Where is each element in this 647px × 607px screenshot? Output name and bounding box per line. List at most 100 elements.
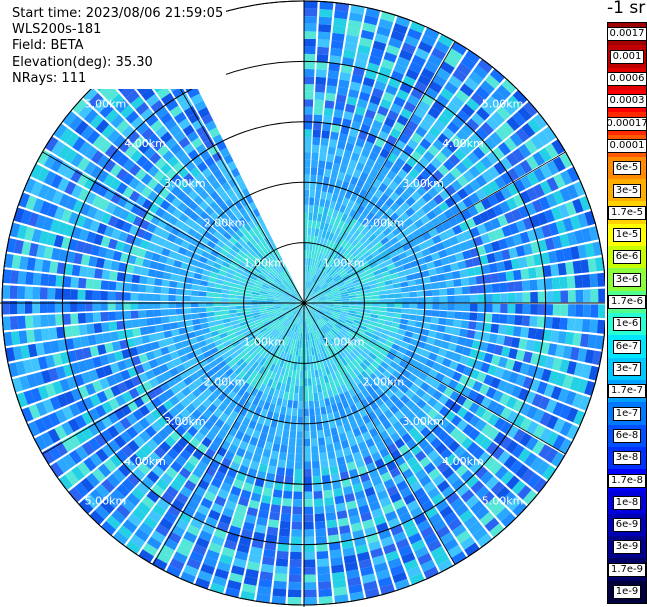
range-gate-cell <box>405 196 416 207</box>
range-gate-cell <box>371 237 380 246</box>
range-gate-cell <box>315 338 320 347</box>
range-gate-cell <box>384 379 394 389</box>
range-gate-cell <box>322 482 332 491</box>
range-gate-cell <box>258 338 267 346</box>
range-gate-cell <box>331 571 346 581</box>
range-gate-cell <box>206 286 215 293</box>
range-gate-cell <box>369 261 378 269</box>
range-gate-cell <box>303 468 312 477</box>
range-gate-cell <box>171 266 181 275</box>
range-gate-cell <box>315 312 323 318</box>
range-gate-cell <box>134 528 150 542</box>
range-gate-cell <box>303 589 317 598</box>
range-gate-cell <box>439 532 455 545</box>
range-gate-cell <box>349 370 357 379</box>
range-gate-cell <box>392 571 408 584</box>
ray <box>304 1 318 303</box>
range-gate-cell <box>299 325 302 333</box>
range-gate-cell <box>345 373 353 382</box>
ray <box>304 210 596 303</box>
range-gate-cell <box>238 423 248 434</box>
range-gate-cell <box>565 331 575 345</box>
range-gate-cell <box>506 314 516 325</box>
range-gate-cell <box>87 334 97 346</box>
range-gate-cell <box>145 293 154 301</box>
range-gate-cell <box>295 446 303 454</box>
range-gate-cell <box>395 207 405 217</box>
range-gate-cell <box>389 492 402 504</box>
range-gate-cell <box>316 61 328 71</box>
range-gate-cell <box>120 369 131 381</box>
range-gate-cell <box>39 287 48 300</box>
range-gate-cell <box>338 368 345 377</box>
range-gate-cell <box>341 478 352 488</box>
range-gate-cell <box>241 327 250 334</box>
range-gate-cell <box>493 251 504 262</box>
colorbar-segment: 1.7e-8 <box>608 469 646 492</box>
range-gate-cell <box>244 450 254 461</box>
range-gate-cell <box>439 288 448 296</box>
range-gate-cell <box>296 317 300 325</box>
range-gate-cell <box>281 398 288 408</box>
range-gate-cell <box>394 399 405 410</box>
colorbar-tick-label: 1.7e-6 <box>608 295 646 310</box>
range-gate-cell <box>440 61 455 75</box>
range-gate-cell <box>278 452 287 461</box>
range-gate-cell <box>331 32 345 42</box>
range-gate-cell <box>304 46 316 55</box>
range-gate-cell <box>476 223 487 235</box>
range-gate-cell <box>373 253 383 262</box>
range-gate-cell <box>338 79 350 89</box>
range-gate-cell <box>425 87 439 100</box>
range-gate-cell <box>341 375 349 384</box>
range-gate-cell <box>530 291 538 303</box>
range-gate-cell <box>382 503 395 515</box>
range-gate-cell <box>252 453 262 463</box>
range-gate-cell <box>216 343 225 351</box>
range-gate-cell <box>390 432 401 443</box>
range-gate-cell <box>339 329 347 337</box>
range-gate-cell <box>402 126 415 138</box>
range-gate-cell <box>394 185 405 196</box>
range-gate-cell <box>371 291 380 296</box>
range-gate-cell <box>295 453 303 462</box>
range-gate-cell <box>207 403 218 414</box>
range-gate-cell <box>313 235 318 244</box>
range-gate-cell <box>287 313 294 319</box>
range-gate-cell <box>163 511 178 524</box>
range-gate-cell <box>319 261 325 270</box>
range-gate-cell <box>594 335 605 350</box>
range-gate-cell <box>350 176 359 186</box>
range-gate-cell <box>233 355 242 363</box>
range-gate-cell <box>311 303 320 305</box>
range-gate-cell <box>362 519 375 530</box>
range-gate-cell <box>385 197 395 208</box>
range-gate-cell <box>530 304 538 315</box>
range-gate-cell <box>327 146 336 156</box>
range-gate-cell <box>386 170 397 181</box>
range-gate-cell <box>258 325 266 332</box>
range-gate-cell <box>399 237 409 246</box>
range-gate-cell <box>506 410 519 424</box>
range-gate-cell <box>376 257 385 265</box>
range-gate-cell <box>364 296 372 300</box>
range-gate-cell <box>319 452 328 461</box>
range-gate-cell <box>350 475 361 486</box>
range-gate-cell <box>580 259 590 273</box>
range-gate-cell <box>322 343 328 352</box>
range-gate-cell <box>473 331 483 341</box>
range-gate-cell <box>193 511 207 523</box>
range-gate-cell <box>500 421 513 435</box>
range-gate-cell <box>414 251 424 260</box>
range-gate-cell <box>171 498 185 511</box>
range-gate-cell <box>101 444 115 458</box>
range-gate-cell <box>575 304 584 317</box>
range-gate-cell <box>249 436 259 447</box>
range-gate-cell <box>68 487 83 503</box>
range-gate-cell <box>467 205 479 217</box>
range-gate-cell <box>357 272 366 279</box>
range-gate-cell <box>251 361 259 370</box>
range-gate-cell <box>345 430 355 440</box>
range-gate-cell <box>256 593 271 603</box>
range-gate-cell <box>218 360 227 369</box>
